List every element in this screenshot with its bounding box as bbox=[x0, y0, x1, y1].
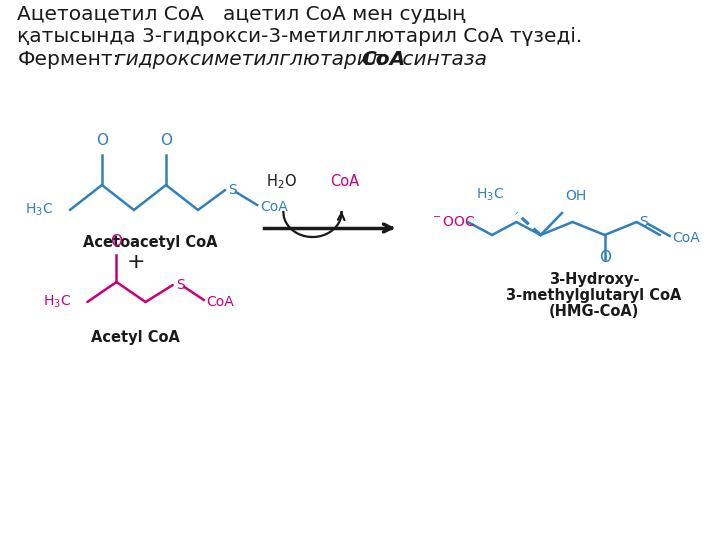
Text: O: O bbox=[598, 250, 611, 265]
Text: O: O bbox=[160, 133, 172, 148]
Text: Фермент:: Фермент: bbox=[17, 50, 120, 69]
Text: O: O bbox=[110, 234, 122, 249]
Text: Acetyl CoA: Acetyl CoA bbox=[91, 330, 180, 345]
Text: H$_3$C: H$_3$C bbox=[42, 294, 71, 310]
Text: Ацетоацетил CoA   ацетил CoA мен судың: Ацетоацетил CoA ацетил CoA мен судың bbox=[17, 5, 466, 24]
Text: 3-Hydroxy-: 3-Hydroxy- bbox=[549, 272, 639, 287]
Text: синтаза: синтаза bbox=[396, 50, 487, 69]
Text: Acetoacetyl CoA: Acetoacetyl CoA bbox=[84, 235, 217, 250]
Text: CoA: CoA bbox=[207, 295, 235, 309]
Text: O: O bbox=[96, 133, 108, 148]
Text: H$_3$C: H$_3$C bbox=[476, 187, 504, 203]
Text: H$_2$O: H$_2$O bbox=[266, 173, 297, 191]
Text: $^-$OOC: $^-$OOC bbox=[430, 215, 475, 229]
Text: CoA: CoA bbox=[330, 174, 359, 190]
Text: (HMG-CoA): (HMG-CoA) bbox=[549, 304, 639, 319]
Text: CoA: CoA bbox=[672, 231, 701, 245]
Text: +: + bbox=[127, 252, 145, 272]
Text: OH: OH bbox=[565, 189, 586, 203]
Text: S: S bbox=[639, 215, 648, 229]
Text: гидроксиметилглютарил: гидроксиметилглютарил bbox=[114, 50, 389, 69]
Text: CoA: CoA bbox=[361, 50, 405, 69]
Text: CoA: CoA bbox=[260, 200, 288, 214]
Text: S: S bbox=[176, 278, 184, 292]
Text: 3-methylglutaryl CoA: 3-methylglutaryl CoA bbox=[506, 288, 682, 303]
Text: S: S bbox=[228, 183, 237, 197]
Text: қатысында 3-гидрокси-3-метилглютарил CoA түзеді.: қатысында 3-гидрокси-3-метилглютарил CoA… bbox=[17, 27, 582, 46]
Text: H$_3$C: H$_3$C bbox=[25, 202, 53, 218]
